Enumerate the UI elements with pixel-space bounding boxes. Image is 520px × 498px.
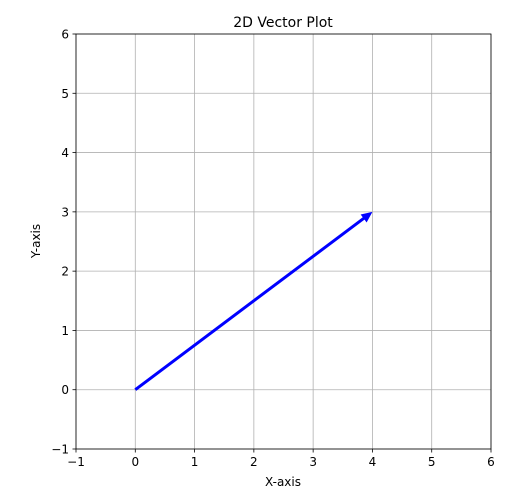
y-tick-label: 5 [61,87,69,101]
x-tick-label: 4 [369,455,377,469]
chart-title: 2D Vector Plot [233,15,333,31]
x-tick-label: 6 [487,455,495,469]
x-tick-label: 1 [191,455,199,469]
x-tick-label: −1 [67,455,85,469]
y-tick-label: 0 [61,383,69,397]
x-tick-label: 5 [428,455,436,469]
vector-arrow [134,211,373,391]
y-tick-label: 3 [61,205,69,219]
y-tick-label: 4 [61,146,69,160]
x-tick-label: 2 [250,455,258,469]
y-tick-label: 6 [61,28,69,42]
y-tick-label: 2 [61,265,69,279]
x-tick-label: 0 [131,455,139,469]
y-tick-label: −1 [51,443,69,457]
y-tick-label: 1 [61,324,69,338]
x-axis-label: X-axis [265,475,301,489]
x-tick-label: 3 [309,455,317,469]
plot-frame [75,33,492,450]
y-axis-label: Y-axis [29,224,43,259]
